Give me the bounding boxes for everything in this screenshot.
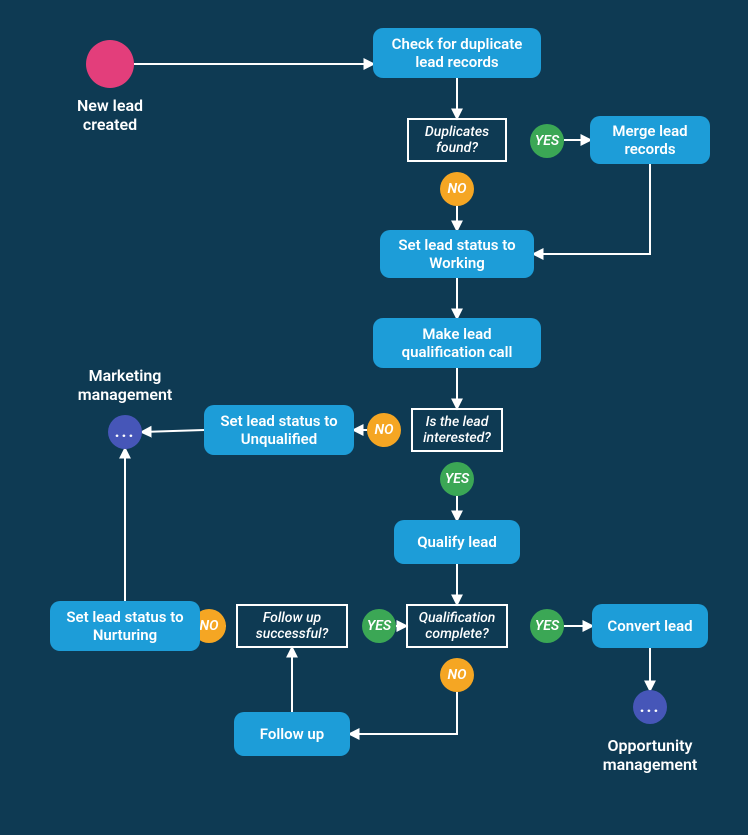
node-qual_call: Make lead qualification call: [373, 318, 541, 368]
node-text: Follow up: [260, 725, 324, 743]
node-merge: Merge lead records: [590, 116, 710, 164]
node-text: Follow up successful?: [242, 610, 342, 642]
node-qc_yes: YES: [530, 609, 564, 643]
node-set_nurturing: Set lead status to Nurturing: [50, 601, 200, 651]
node-text: YES: [367, 618, 391, 634]
node-text: Opportunity management: [595, 736, 705, 774]
node-text: ...: [640, 697, 661, 717]
node-text: New lead created: [65, 96, 155, 134]
node-opp_label: Opportunity management: [595, 733, 705, 777]
node-text: Qualification complete?: [412, 610, 502, 642]
node-text: Check for duplicate lead records: [379, 35, 535, 71]
node-text: Make lead qualification call: [379, 325, 535, 361]
node-set_working: Set lead status to Working: [380, 230, 534, 278]
node-start: [86, 40, 134, 88]
node-check_dup: Check for duplicate lead records: [373, 28, 541, 78]
node-text: Set lead status to Nurturing: [56, 608, 194, 644]
node-text: Convert lead: [607, 617, 692, 635]
node-opp_terminal: ...: [633, 690, 667, 724]
node-text: Set lead status to Unqualified: [210, 412, 348, 448]
node-mktg_terminal: ...: [108, 415, 142, 449]
node-int_yes: YES: [440, 462, 474, 496]
node-text: Set lead status to Working: [386, 236, 528, 272]
node-interested: Is the lead interested?: [411, 408, 503, 452]
node-fs_yes: YES: [362, 609, 396, 643]
node-text: Duplicates found?: [413, 124, 501, 156]
edge-set_unqual-mktg_terminal: [142, 430, 204, 432]
edge-qual_complete-followup: [350, 692, 457, 734]
node-int_no: NO: [367, 413, 401, 447]
node-text: NO: [448, 667, 467, 683]
node-text: Marketing management: [65, 366, 185, 404]
node-text: YES: [445, 471, 469, 487]
node-mktg_label: Marketing management: [65, 365, 185, 405]
node-followup: Follow up: [234, 712, 350, 756]
node-text: Qualify lead: [417, 533, 497, 551]
node-text: Merge lead records: [596, 122, 704, 158]
node-convert: Convert lead: [592, 604, 708, 648]
node-dup_yes: YES: [530, 124, 564, 158]
node-text: Is the lead interested?: [417, 414, 497, 446]
node-text: NO: [200, 618, 219, 634]
node-follow_succ: Follow up successful?: [236, 604, 348, 648]
node-qualify: Qualify lead: [394, 520, 520, 564]
node-text: YES: [535, 618, 559, 634]
edge-merge-set_working: [534, 164, 650, 254]
node-text: ...: [115, 422, 136, 442]
node-text: YES: [535, 133, 559, 149]
node-set_unqual: Set lead status to Unqualified: [204, 405, 354, 455]
node-start_label: New lead created: [65, 95, 155, 135]
flowchart-canvas: New lead created Check for duplicate lead…: [0, 0, 748, 835]
node-dup_found: Duplicates found?: [407, 118, 507, 162]
node-dup_no: NO: [440, 172, 474, 206]
node-qc_no: NO: [440, 658, 474, 692]
node-qual_complete: Qualification complete?: [406, 604, 508, 648]
node-text: NO: [448, 181, 467, 197]
node-text: NO: [375, 422, 394, 438]
